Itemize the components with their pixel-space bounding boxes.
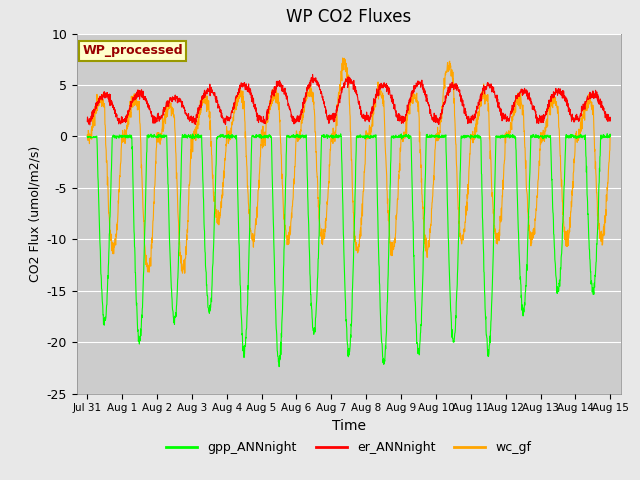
Title: WP CO2 Fluxes: WP CO2 Fluxes <box>286 9 412 26</box>
Text: WP_processed: WP_processed <box>82 44 183 58</box>
Y-axis label: CO2 Flux (umol/m2/s): CO2 Flux (umol/m2/s) <box>28 145 41 282</box>
Legend: gpp_ANNnight, er_ANNnight, wc_gf: gpp_ANNnight, er_ANNnight, wc_gf <box>161 436 536 459</box>
X-axis label: Time: Time <box>332 419 366 433</box>
